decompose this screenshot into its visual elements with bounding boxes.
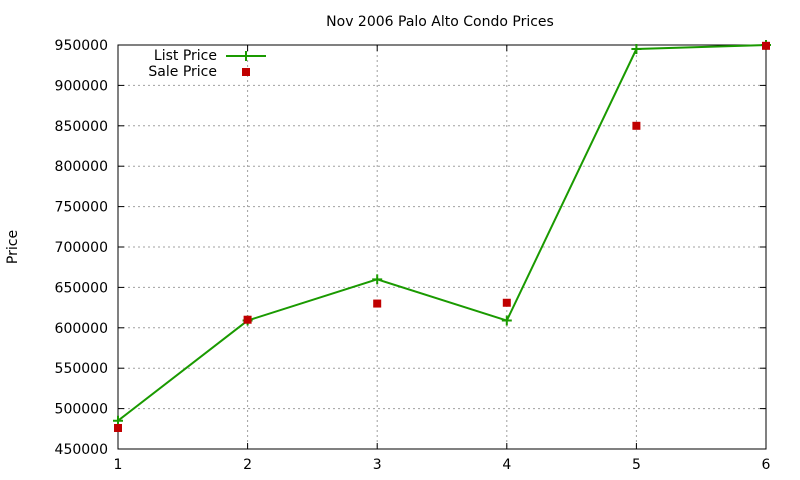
y-tick-label: 450000 <box>55 442 108 458</box>
grid-lines <box>118 45 766 449</box>
y-tick-label: 600000 <box>55 321 108 337</box>
list-price-point <box>372 274 383 285</box>
x-tick-label: 6 <box>762 457 771 473</box>
list-price-line <box>117 44 767 422</box>
x-tick-label: 3 <box>373 457 382 473</box>
y-tick-label: 900000 <box>55 78 108 94</box>
chart-title: Nov 2006 Palo Alto Condo Prices <box>326 14 554 30</box>
y-tick-label: 750000 <box>55 200 108 216</box>
y-tick-label: 950000 <box>55 38 108 54</box>
axis-ticks: 450000 500000 550000 600000 650000 700000 7500… <box>55 38 771 473</box>
x-tick-label: 1 <box>114 457 123 473</box>
sale-price-point <box>632 121 641 130</box>
legend-marker-sale-price <box>242 68 250 76</box>
legend-label-sale-price: Sale Price <box>148 64 217 80</box>
y-tick-label: 650000 <box>55 280 108 296</box>
sale-price-point <box>762 41 770 50</box>
x-tick-label: 2 <box>243 457 252 473</box>
y-axis-label: Price <box>5 230 21 264</box>
y-tick-label: 700000 <box>55 240 108 256</box>
y-tick-label: 550000 <box>55 361 108 377</box>
legend-marker-list-price <box>241 51 251 61</box>
legend-label-list-price: List Price <box>154 48 217 64</box>
list-price-point <box>501 315 512 326</box>
list-price-point <box>631 44 642 55</box>
x-tick-label: 5 <box>632 457 641 473</box>
sale-price-point <box>502 298 511 307</box>
series-layer <box>113 40 771 432</box>
legend: List Price Sale Price <box>148 48 266 80</box>
sale-price-point <box>114 423 122 432</box>
sale-price-point <box>373 299 382 308</box>
y-tick-label: 850000 <box>55 119 108 135</box>
y-tick-label: 500000 <box>55 402 108 418</box>
x-tick-label: 4 <box>502 457 511 473</box>
sale-price-point <box>243 315 252 324</box>
y-tick-label: 800000 <box>55 159 108 175</box>
